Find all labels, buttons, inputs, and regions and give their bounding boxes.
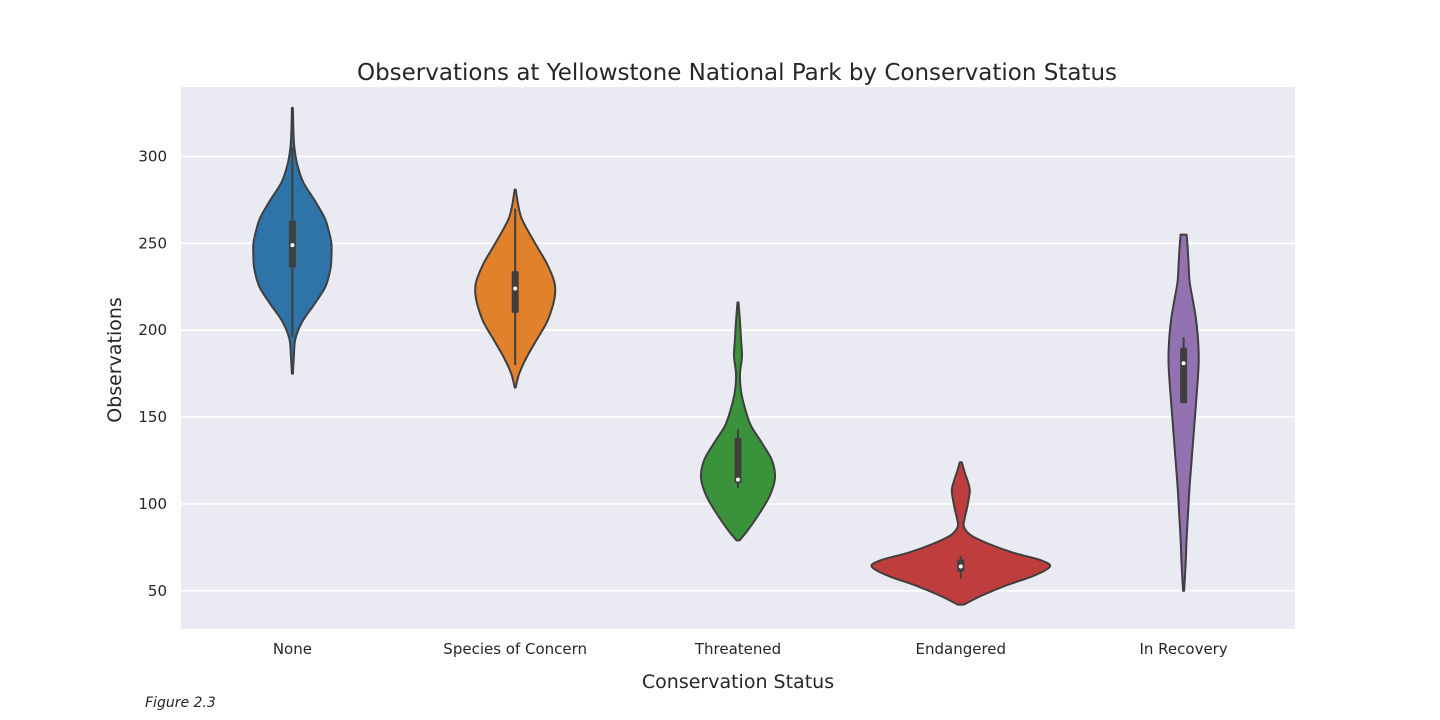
x-tick-label-none: None: [273, 640, 312, 658]
violin-body-endangered: [870, 461, 1052, 606]
figure-caption: Figure 2.3: [145, 695, 216, 711]
y-tick-label-100: 100: [138, 495, 167, 513]
chart-title: Observations at Yellowstone National Par…: [357, 60, 1117, 86]
x-tick-label-threatened: Threatened: [694, 640, 781, 658]
x-tick-label-endangered: Endangered: [916, 640, 1007, 658]
violins: [252, 106, 1200, 606]
iqr-box-species-of-concern: [511, 271, 519, 313]
x-tick-label-in-recovery: In Recovery: [1139, 640, 1227, 658]
median-point-none: [290, 243, 295, 248]
y-axis-ticks: 50 100 150 200 250 300: [138, 147, 167, 599]
y-tick-label-250: 250: [138, 234, 167, 252]
y-tick-label-300: 300: [138, 147, 167, 165]
violin-none: [252, 106, 333, 375]
median-point-species-of-concern: [513, 286, 518, 291]
median-point-in-recovery: [1181, 361, 1186, 366]
iqr-box-in-recovery: [1180, 347, 1188, 404]
median-point-threatened: [736, 477, 740, 482]
violin-species-of-concern: [474, 188, 557, 389]
violin-threatened: [699, 301, 777, 542]
violin-body-in-recovery: [1167, 233, 1200, 592]
x-tick-label-species-of-concern: Species of Concern: [443, 640, 587, 658]
violin-body-threatened: [699, 301, 777, 542]
x-axis-ticks: None Species of Concern Threatened Endanger…: [273, 640, 1228, 658]
violin-endangered: [870, 461, 1052, 606]
violin-in-recovery: [1167, 233, 1200, 592]
y-axis-label: Observations: [104, 297, 126, 423]
y-tick-label-50: 50: [148, 582, 167, 600]
iqr-box-threatened: [734, 437, 742, 484]
y-tick-label-150: 150: [138, 408, 167, 426]
y-tick-label-200: 200: [138, 321, 167, 339]
median-point-endangered: [958, 564, 963, 569]
x-axis-label: Conservation Status: [642, 671, 834, 693]
